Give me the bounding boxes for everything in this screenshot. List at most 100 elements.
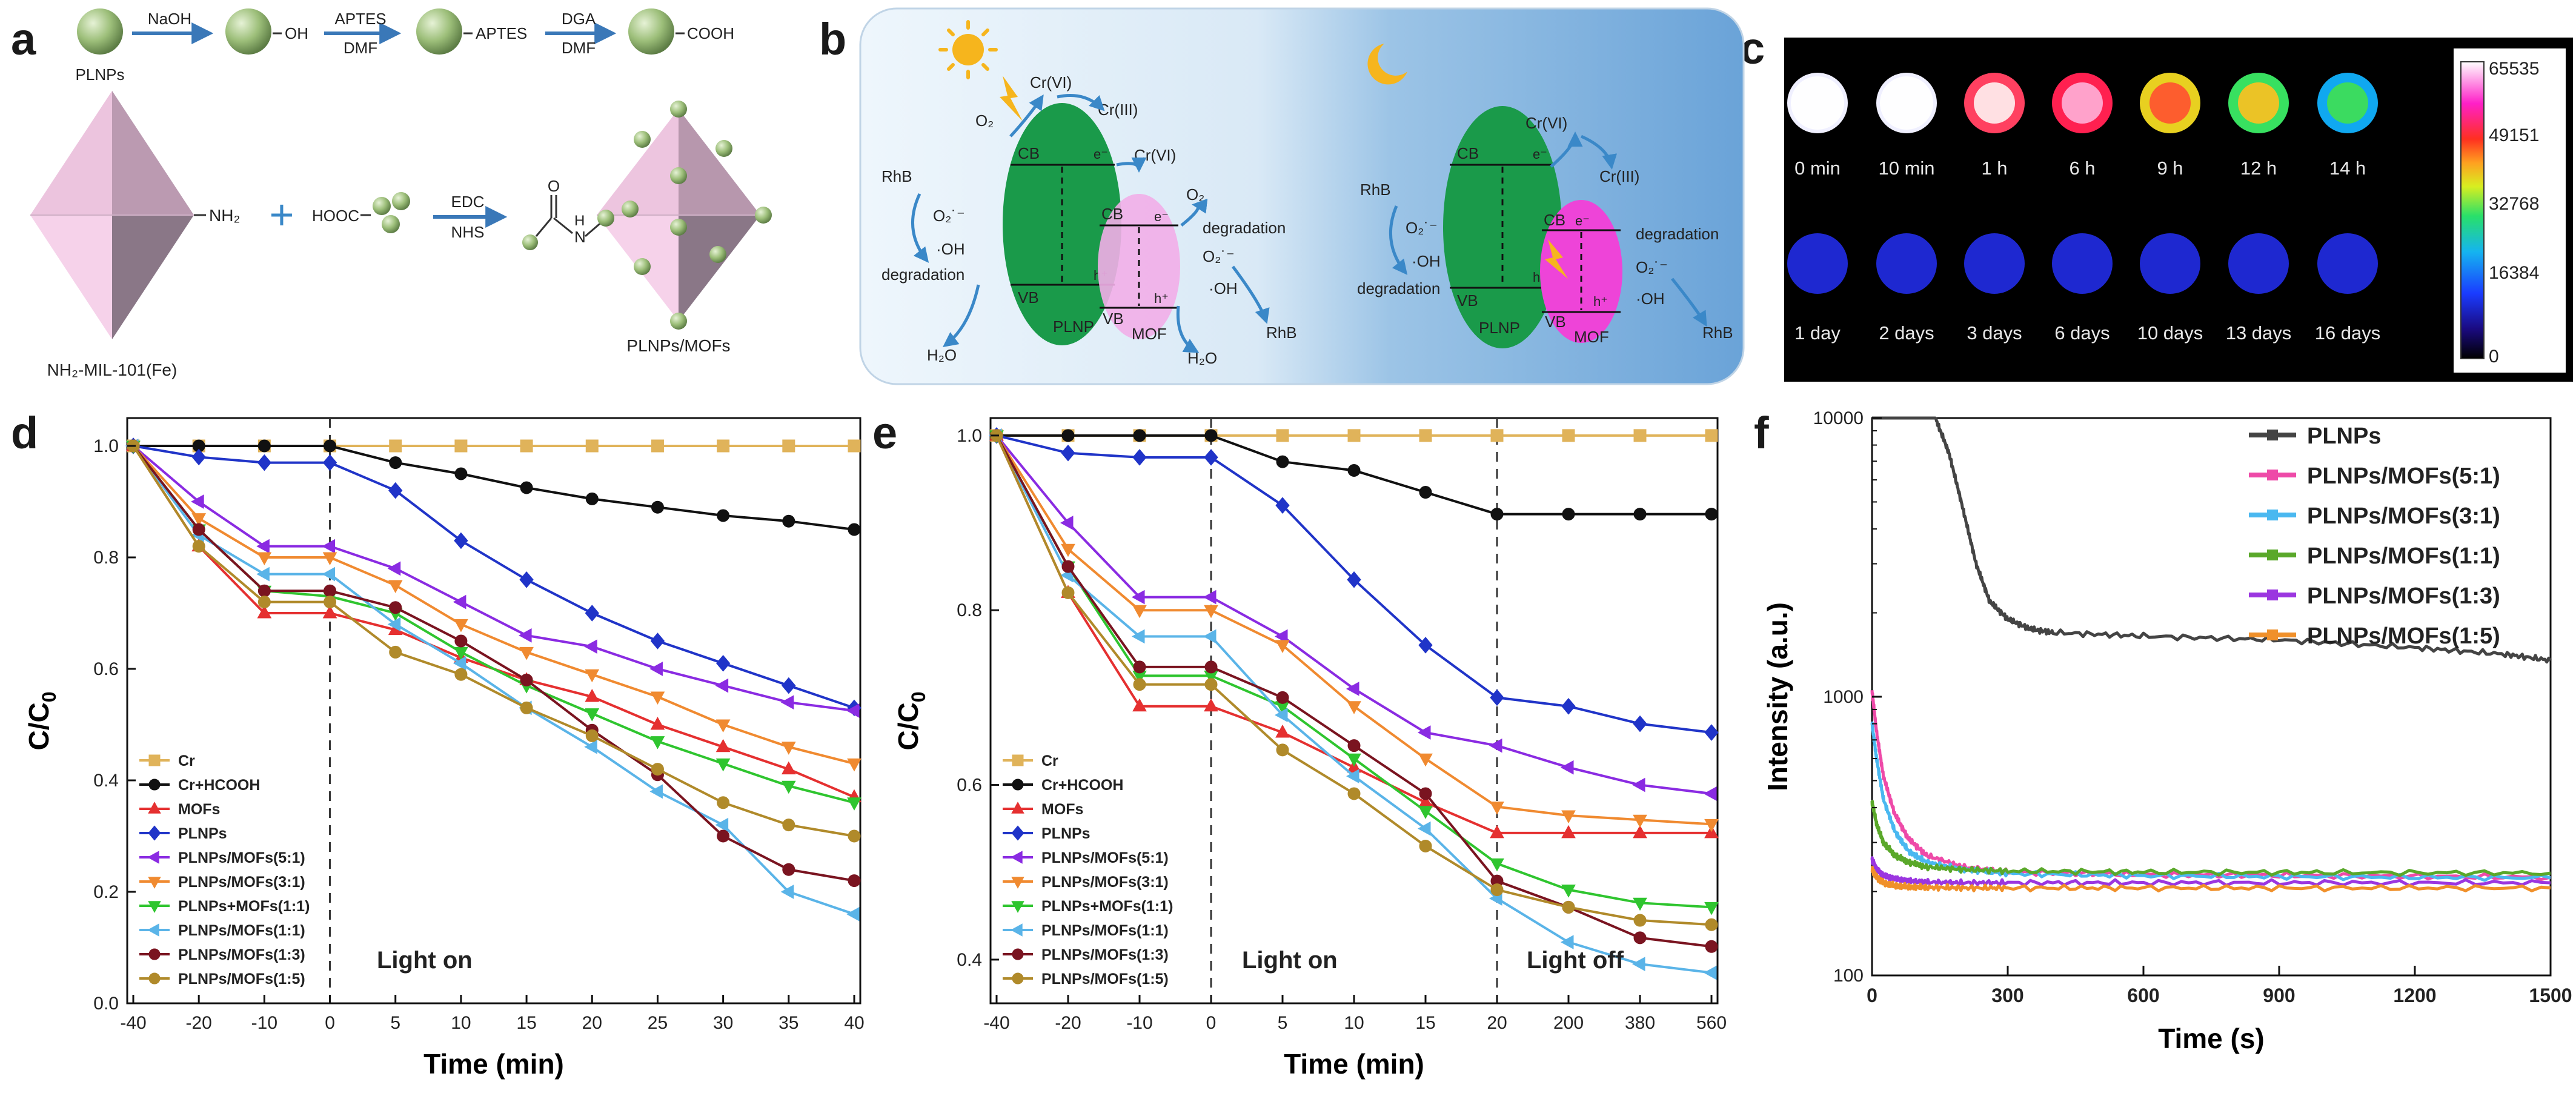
cr6-top-day: Cr(VI) (1030, 73, 1072, 91)
data-point-mofs (1275, 725, 1290, 738)
lightning-night-icon (1545, 239, 1568, 279)
luminescence-spot-core (2327, 82, 2368, 124)
y-tick-label: 0.6 (93, 659, 119, 679)
composite-label: PLNPs/MOFs (626, 336, 730, 355)
data-point-plnps-mofs-1-5 (717, 796, 730, 809)
o2rad-right-night: O₂˙⁻ (1636, 258, 1668, 276)
x-tick-label: 0 (325, 1013, 335, 1033)
xlabel-f: Time (s) (2158, 1023, 2265, 1054)
data-point-plnps-mofs-1-3 (1419, 787, 1432, 800)
vb-mof-night: VB (1545, 313, 1566, 331)
step4-reagent-top: EDC (451, 193, 485, 211)
legend-marker (148, 779, 161, 791)
series-line-plnps-mofs-1-1 (995, 434, 1712, 909)
data-point-plnps (454, 532, 468, 550)
sun-icon (938, 20, 998, 79)
h-mof-day: h⁺ (1154, 291, 1169, 306)
plus-sign: + (270, 191, 294, 238)
rhb-left-night: RhB (1360, 181, 1391, 199)
data-point-plnps-mofs-1-1 (649, 784, 663, 799)
h2o-left-day: H₂O (927, 346, 957, 364)
series-line-plnps (133, 445, 855, 709)
x-tick-label: 5 (390, 1013, 400, 1033)
series-line-mofs (132, 445, 855, 799)
data-point-plnps-mofs-3-1 (1633, 814, 1647, 828)
data-point-plnps-mofs-1-1 (1274, 708, 1288, 723)
x-tick-label: -40 (120, 1013, 146, 1033)
luminescence-spot (2228, 233, 2289, 294)
data-point-plnps-mofs-1-5 (1347, 787, 1361, 800)
colorbar-tick: 32768 (2489, 194, 2539, 214)
x-tick-label: 15 (1415, 1013, 1435, 1033)
data-point-plnps (1061, 444, 1075, 462)
legend-marker (2267, 470, 2278, 480)
data-point-cr-hcooh (324, 439, 337, 453)
data-point-plnps (388, 482, 403, 499)
data-point-cr-hcooh (1490, 508, 1504, 521)
legend-marker (1011, 923, 1023, 937)
annotation-light-on-e: Light on (1242, 947, 1338, 974)
colorbar-tick: 65535 (2489, 59, 2539, 79)
x-tick-label: 1200 (2393, 985, 2436, 1006)
data-point-cr (1347, 429, 1361, 442)
legend-label: PLNPs/MOFs(1:5) (2307, 623, 2500, 649)
x-tick-label: 5 (1278, 1013, 1288, 1033)
amide-hydrogen: H (574, 213, 585, 229)
data-point-plnps-mofs-3-1 (1132, 605, 1147, 619)
rhb-right-day: RhB (1266, 324, 1297, 342)
legend-marker (147, 923, 159, 937)
data-point-plnps-mofs-1-3 (1705, 940, 1718, 953)
legend-marker (1011, 877, 1024, 889)
data-point-plnps-mofs-3-1 (191, 513, 207, 526)
oh-day: ·OH (936, 240, 965, 258)
luminescence-spot (1876, 233, 1937, 294)
legend-marker (1012, 779, 1024, 791)
data-point-cr (782, 439, 795, 453)
data-point-plnps-mofs-1-3 (454, 634, 468, 648)
data-point-plnps-mofs-1-5 (848, 829, 861, 843)
annotation-light-off-e: Light off (1527, 947, 1624, 974)
legend-label: PLNPs+MOFs(1:1) (1041, 898, 1173, 915)
time-label: 13 days (2226, 322, 2292, 344)
data-point-plnps-mofs-5-1 (780, 695, 794, 710)
data-point-plnps-mofs-1-5 (585, 729, 599, 742)
data-point-cr (1276, 429, 1289, 442)
data-point-plnps (1132, 449, 1147, 466)
step1-reagent: NaOH (148, 10, 191, 28)
data-point-plnps-mofs-3-1 (781, 742, 796, 755)
luminescence-spot (1964, 233, 2025, 294)
x-tick-label: 560 (1696, 1013, 1727, 1033)
legend-marker (148, 802, 161, 814)
data-point-mofs (715, 739, 731, 752)
data-point-plnps (1204, 449, 1218, 466)
cr3-day: Cr(III) (1098, 101, 1138, 119)
step4-reagent-bottom: NHS (451, 223, 485, 241)
data-point-plnps-mofs-1-1 (847, 797, 861, 811)
data-point-plnps-mofs-1-5 (1633, 914, 1647, 927)
data-point-cr-hcooh (717, 509, 730, 522)
data-point-mofs (1490, 825, 1504, 839)
legend-label: Cr+HCOOH (1041, 777, 1123, 794)
data-point-plnps-mofs-5-1 (256, 539, 270, 554)
legend-label: PLNPs+MOFs(1:1) (178, 898, 310, 915)
ylabel-f: Intensity (a.u.) (1762, 602, 1793, 791)
cb-mof-night: CB (1544, 211, 1565, 229)
data-point-cr (1419, 429, 1432, 442)
small-sphere (373, 197, 391, 215)
data-point-plnps-mofs-1-3 (717, 829, 730, 843)
data-point-plnps-mofs-5-1 (1489, 738, 1502, 753)
time-label: 6 h (2069, 158, 2095, 179)
data-point-plnps-mofs-3-1 (715, 719, 731, 733)
panel-e-chart: 0.40.60.81.0 -40 -20 -10 0 5 10 15 20 200 380 560 … (892, 417, 1727, 1080)
y-tick-label: 100 (1833, 966, 1864, 986)
legend-marker (148, 972, 161, 985)
data-point-plnps-mofs-5-1 (1632, 777, 1645, 792)
plnp-label-night: PLNP (1479, 319, 1520, 337)
degradation-left-night: degradation (1357, 279, 1440, 297)
data-point-cr-hcooh (1204, 429, 1218, 442)
time-label: 1 h (1981, 158, 2007, 179)
oh-right-night: ·OH (1636, 290, 1665, 308)
colorbar (2460, 61, 2485, 359)
legend-marker (1011, 901, 1024, 913)
data-point-plnps-mofs-1-5 (1562, 900, 1575, 914)
